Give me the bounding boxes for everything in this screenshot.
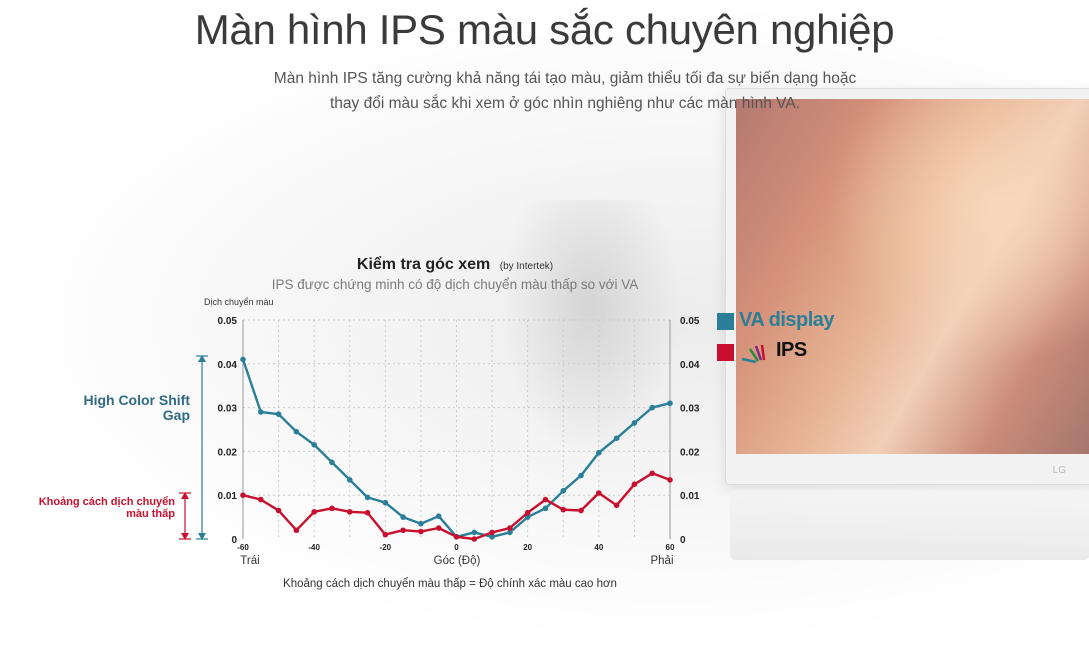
y-tick-label-left: 0.02 bbox=[218, 447, 238, 458]
data-point-ips bbox=[524, 509, 531, 516]
y-tick-label-left: 0.05 bbox=[218, 316, 238, 327]
data-point-ips bbox=[631, 481, 638, 488]
data-point-ips bbox=[453, 534, 460, 540]
page-description: Màn hình IPS tăng cường khả năng tái tạo… bbox=[273, 70, 857, 112]
data-point-va-display bbox=[542, 505, 549, 512]
data-point-ips bbox=[293, 527, 300, 534]
y-tick-label-right: 0.04 bbox=[680, 360, 700, 371]
x-right-label: Phải bbox=[650, 555, 673, 567]
monitor-image: LG bbox=[725, 88, 1089, 485]
data-point-va-display bbox=[596, 449, 602, 456]
y-tick-label-left: 0.04 bbox=[218, 360, 238, 371]
monitor-stand bbox=[730, 490, 1089, 560]
x-axis-label: Góc (Độ) bbox=[434, 555, 481, 567]
data-point-ips bbox=[596, 490, 602, 496]
chart-title-group: Kiểm tra góc xem (by Intertek) bbox=[357, 255, 553, 273]
data-point-ips bbox=[418, 528, 424, 535]
data-point-va-display bbox=[435, 513, 442, 520]
data-point-ips bbox=[257, 496, 264, 503]
chart-subtitle: IPS được chứng minh có độ dịch chuyển mà… bbox=[272, 277, 638, 292]
data-point-va-display bbox=[257, 409, 264, 415]
data-point-va-display bbox=[471, 529, 478, 536]
data-point-ips bbox=[240, 492, 246, 499]
y-tick-label-left: 0 bbox=[231, 535, 237, 546]
data-point-ips bbox=[400, 527, 406, 534]
data-point-ips bbox=[471, 536, 478, 542]
data-point-ips bbox=[578, 507, 584, 514]
legend-ips-swatch bbox=[717, 344, 734, 361]
background-decoration bbox=[500, 200, 680, 460]
page-title: Màn hình IPS màu sắc chuyên nghiệp bbox=[194, 6, 895, 53]
data-point-va-display bbox=[240, 356, 246, 363]
data-point-ips bbox=[649, 470, 656, 477]
y-tick-label-right: 0.01 bbox=[680, 491, 700, 502]
data-point-va-display bbox=[524, 514, 531, 520]
data-point-va-display bbox=[400, 514, 406, 520]
legend-va-label: VA display bbox=[739, 309, 835, 331]
data-point-ips bbox=[489, 529, 495, 536]
chart-title-note: (by Intertek) bbox=[500, 261, 553, 272]
data-point-ips bbox=[435, 525, 442, 531]
x-tick-label: -20 bbox=[380, 543, 392, 552]
chart-title: Kiểm tra góc xem bbox=[357, 255, 490, 273]
high-gap-bracket bbox=[196, 355, 208, 540]
x-tick-label: 20 bbox=[523, 543, 532, 552]
x-tick-label: 60 bbox=[666, 543, 675, 552]
monitor-screen bbox=[736, 99, 1089, 454]
data-point-va-display bbox=[364, 494, 371, 501]
low-gap-bracket bbox=[179, 492, 191, 540]
data-point-va-display bbox=[560, 488, 567, 494]
data-point-va-display bbox=[382, 499, 389, 506]
y-tick-label-right: 0 bbox=[680, 535, 686, 546]
data-point-va-display bbox=[613, 435, 620, 442]
y-tick-label-left: 0.03 bbox=[218, 404, 238, 415]
data-point-ips bbox=[382, 531, 389, 538]
data-point-ips bbox=[275, 507, 282, 514]
data-point-ips bbox=[346, 509, 353, 515]
data-point-va-display bbox=[489, 534, 495, 540]
data-point-va-display bbox=[667, 400, 673, 407]
low-gap-annotation: Khoảng cách dịch chuyển màu thấp bbox=[38, 496, 175, 520]
data-point-ips bbox=[311, 509, 317, 515]
x-tick-label: -60 bbox=[237, 543, 249, 552]
data-point-ips bbox=[613, 502, 620, 509]
data-point-ips bbox=[560, 506, 567, 513]
series-layer bbox=[240, 356, 673, 542]
x-tick-label: 0 bbox=[454, 543, 459, 552]
data-point-va-display bbox=[649, 404, 656, 411]
y-tick-label-left: 0.01 bbox=[218, 491, 238, 502]
y-tick-label-right: 0.02 bbox=[680, 447, 700, 458]
data-point-ips bbox=[329, 505, 335, 512]
data-point-ips bbox=[364, 509, 371, 516]
data-point-va-display bbox=[311, 442, 317, 448]
ips-logo-icon bbox=[741, 344, 766, 364]
y-tick-label-right: 0.03 bbox=[680, 404, 700, 415]
data-point-va-display bbox=[293, 428, 300, 435]
y-tick-label-right: 0.05 bbox=[680, 316, 700, 327]
data-point-ips bbox=[542, 496, 549, 503]
data-point-ips bbox=[667, 477, 673, 483]
data-point-va-display bbox=[578, 472, 584, 479]
x-left-label: Trái bbox=[240, 555, 259, 567]
axis-ticks: 0 0 0.01 0.01 0.02 0.02 0.03 0.03 0.04 0.04 0.05 0.… bbox=[218, 316, 700, 552]
data-point-va-display bbox=[418, 520, 424, 527]
data-point-va-display bbox=[275, 411, 282, 417]
legend-ips-label: IPS bbox=[776, 339, 807, 361]
data-point-va-display bbox=[507, 529, 513, 536]
gridlines bbox=[242, 319, 671, 539]
data-point-ips bbox=[507, 525, 513, 531]
high-gap-annotation: High Color Shift Gap bbox=[83, 392, 190, 423]
x-tick-label: -40 bbox=[308, 543, 320, 552]
monitor-logo: LG bbox=[1052, 465, 1066, 476]
y-axis-label: Dịch chuyển màu bbox=[204, 297, 274, 307]
x-tick-label: 40 bbox=[594, 543, 603, 552]
chart-footnote: Khoảng cách dịch chuyển màu thấp = Độ ch… bbox=[283, 578, 617, 590]
data-point-va-display bbox=[631, 420, 638, 426]
data-point-va-display bbox=[329, 459, 335, 466]
data-point-va-display bbox=[346, 477, 353, 483]
legend-va-swatch bbox=[717, 313, 734, 330]
